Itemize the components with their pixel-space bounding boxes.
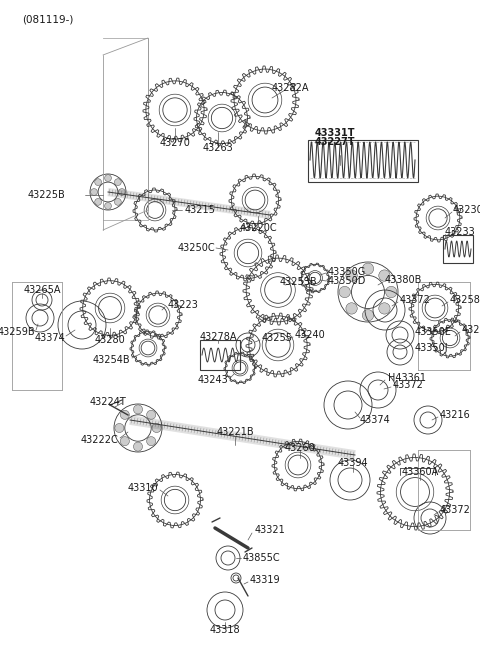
Circle shape bbox=[114, 178, 121, 186]
Text: 43331T: 43331T bbox=[315, 128, 355, 138]
Circle shape bbox=[346, 270, 357, 281]
Text: 43275: 43275 bbox=[462, 325, 480, 335]
Circle shape bbox=[385, 286, 397, 298]
Text: 43222C: 43222C bbox=[80, 435, 118, 445]
Text: 43259B: 43259B bbox=[0, 327, 35, 337]
Text: 43360A: 43360A bbox=[401, 467, 439, 477]
Circle shape bbox=[120, 410, 130, 419]
Circle shape bbox=[105, 203, 111, 209]
Text: (081119-): (081119-) bbox=[22, 14, 73, 24]
Text: 43254B: 43254B bbox=[92, 355, 130, 365]
Text: 43350G: 43350G bbox=[328, 267, 366, 277]
Text: 43318: 43318 bbox=[210, 625, 240, 635]
Circle shape bbox=[119, 188, 125, 195]
Circle shape bbox=[91, 188, 97, 195]
Circle shape bbox=[339, 286, 350, 298]
Text: 43350D: 43350D bbox=[328, 276, 366, 286]
Text: 43216: 43216 bbox=[440, 410, 471, 420]
Circle shape bbox=[152, 424, 161, 432]
Text: 43270: 43270 bbox=[159, 138, 191, 148]
Circle shape bbox=[379, 303, 390, 314]
Text: 43227T: 43227T bbox=[315, 137, 355, 147]
Text: 43240: 43240 bbox=[295, 330, 326, 340]
Text: 43255: 43255 bbox=[262, 333, 293, 343]
Bar bbox=[200, 340, 240, 370]
Text: 43282A: 43282A bbox=[271, 83, 309, 93]
Text: 43250C: 43250C bbox=[178, 243, 215, 253]
Text: 43263: 43263 bbox=[203, 143, 233, 153]
Circle shape bbox=[346, 303, 357, 314]
Text: 43394: 43394 bbox=[338, 458, 368, 468]
Text: 43319: 43319 bbox=[250, 575, 281, 585]
Circle shape bbox=[115, 424, 124, 432]
Text: 43278A: 43278A bbox=[199, 332, 237, 342]
Circle shape bbox=[120, 437, 130, 445]
Text: 43215: 43215 bbox=[185, 205, 216, 215]
Text: 43220C: 43220C bbox=[239, 223, 277, 233]
Text: 43372: 43372 bbox=[393, 380, 424, 390]
Text: 43258: 43258 bbox=[450, 295, 480, 305]
Text: 43225B: 43225B bbox=[27, 190, 65, 200]
Text: 43224T: 43224T bbox=[90, 397, 127, 407]
Text: 43372: 43372 bbox=[440, 505, 471, 515]
Text: 43280: 43280 bbox=[95, 335, 125, 345]
Text: 43221B: 43221B bbox=[216, 427, 254, 437]
Text: 43372: 43372 bbox=[400, 295, 431, 305]
Circle shape bbox=[146, 410, 156, 419]
Text: 43374: 43374 bbox=[34, 333, 65, 343]
Circle shape bbox=[146, 437, 156, 445]
Circle shape bbox=[95, 199, 102, 205]
Circle shape bbox=[362, 263, 373, 274]
Text: 43223: 43223 bbox=[168, 300, 199, 310]
Text: 43253B: 43253B bbox=[279, 277, 317, 287]
Circle shape bbox=[95, 178, 102, 186]
Text: 43233: 43233 bbox=[445, 227, 476, 237]
Text: 43310: 43310 bbox=[127, 483, 158, 493]
Circle shape bbox=[379, 270, 390, 281]
Circle shape bbox=[133, 442, 143, 451]
Text: 43374: 43374 bbox=[360, 415, 391, 425]
Text: 43855C: 43855C bbox=[243, 553, 281, 563]
Text: H43361: H43361 bbox=[388, 373, 426, 383]
Circle shape bbox=[133, 405, 143, 414]
Bar bbox=[443, 235, 473, 263]
Text: 43230: 43230 bbox=[453, 205, 480, 215]
Text: 43243: 43243 bbox=[197, 375, 228, 385]
Text: 43260: 43260 bbox=[285, 443, 315, 453]
Circle shape bbox=[105, 174, 111, 182]
Circle shape bbox=[114, 199, 121, 205]
Circle shape bbox=[362, 310, 373, 321]
Text: 43350E: 43350E bbox=[415, 327, 452, 337]
Text: 43321: 43321 bbox=[255, 525, 286, 535]
Text: 43265A: 43265A bbox=[23, 285, 61, 295]
Text: 43380B: 43380B bbox=[385, 275, 422, 285]
Bar bbox=[308, 140, 418, 182]
Text: 43350J: 43350J bbox=[415, 343, 449, 353]
